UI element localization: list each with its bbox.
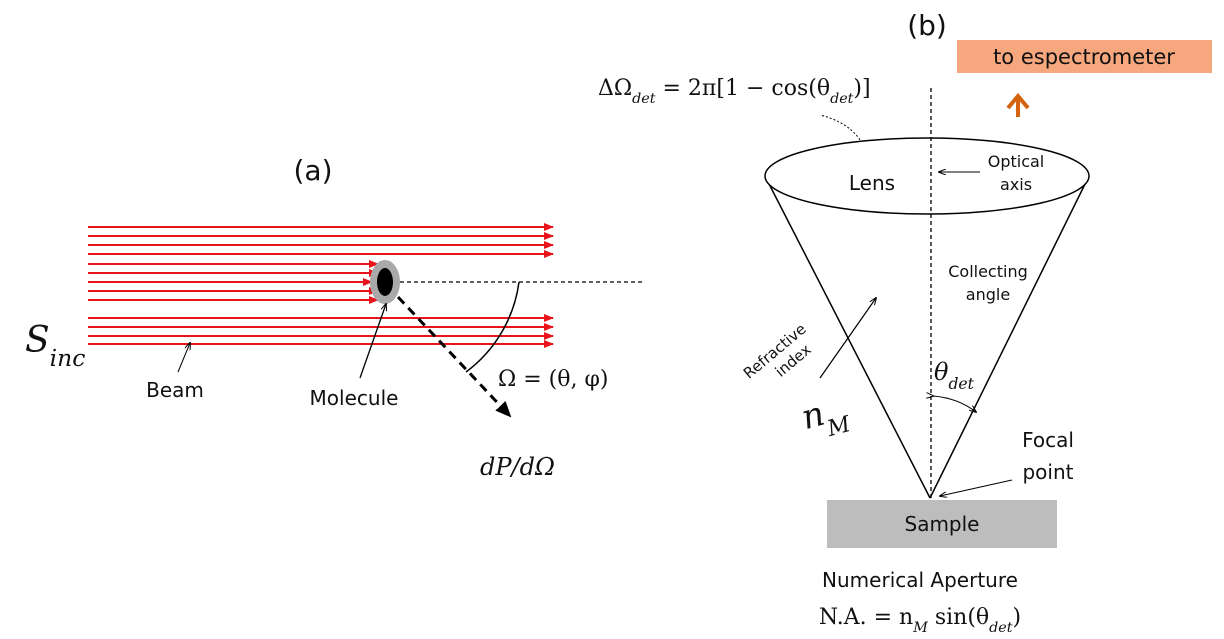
panel-label: (b) [907,9,947,42]
solid-angle-formula: ΔΩdet = 2π[1 − cos(θdet)] [598,76,871,107]
focal-point-label: Focal [1022,428,1074,452]
subscript: det [948,375,974,393]
beam-label: Beam [146,378,204,402]
segment: = 2π[1 − cos(θ [656,76,831,101]
subscript: M [824,411,855,443]
lens-label: Lens [849,171,895,195]
source-symbol: Sinc [25,320,85,372]
lens [765,138,1089,214]
optical-axis-label: Optical [988,152,1045,171]
beam-pointer [178,343,190,372]
angle-formula: Ω = (θ, φ) [498,367,608,392]
segment: ) [1013,605,1022,630]
sample-label: Sample [905,512,980,536]
subscript: det [989,620,1013,636]
focal-pointer [940,480,1012,496]
focal-point-label: point [1022,460,1073,484]
symbol: θ [934,358,949,386]
beam-lines [88,227,553,344]
angle-symbol: θdet [934,358,975,393]
output-label: to espectrometer [993,45,1175,69]
scattered-label: dP/dΩ [480,453,555,481]
subscript: det [632,91,656,107]
molecule-label: Molecule [310,386,399,410]
segment: N.A. = n [819,605,913,630]
collecting-angle-label: Collecting [948,262,1028,281]
symbol: n [797,394,829,438]
symbol: S [25,320,50,361]
aperture-title: Numerical Aperture [822,568,1018,592]
diagram: (a) Sinc Beam Molecule Ω = (θ, φ) dP/dΩ … [0,0,1224,639]
index-symbol: nM [797,387,854,447]
collecting-angle-label: angle [966,285,1010,304]
segment: )] [853,76,870,101]
aperture-formula: N.A. = nM sin(θdet) [819,605,1021,636]
index-pointer [820,298,876,378]
scattered-arrow [398,297,510,416]
segment: sin(θ [928,605,989,630]
molecule-pointer [360,304,386,378]
refractive-index-label: Refractive index [740,320,822,397]
angle-arc [933,396,976,412]
panel-label: (a) [293,154,332,187]
subscript: M [912,620,928,636]
output-arrow [1008,96,1028,117]
subscript: det [830,91,854,107]
segment: ΔΩ [598,76,632,101]
subscript: inc [50,344,86,372]
molecule-core [377,268,393,296]
optical-axis-label: axis [1000,175,1032,194]
